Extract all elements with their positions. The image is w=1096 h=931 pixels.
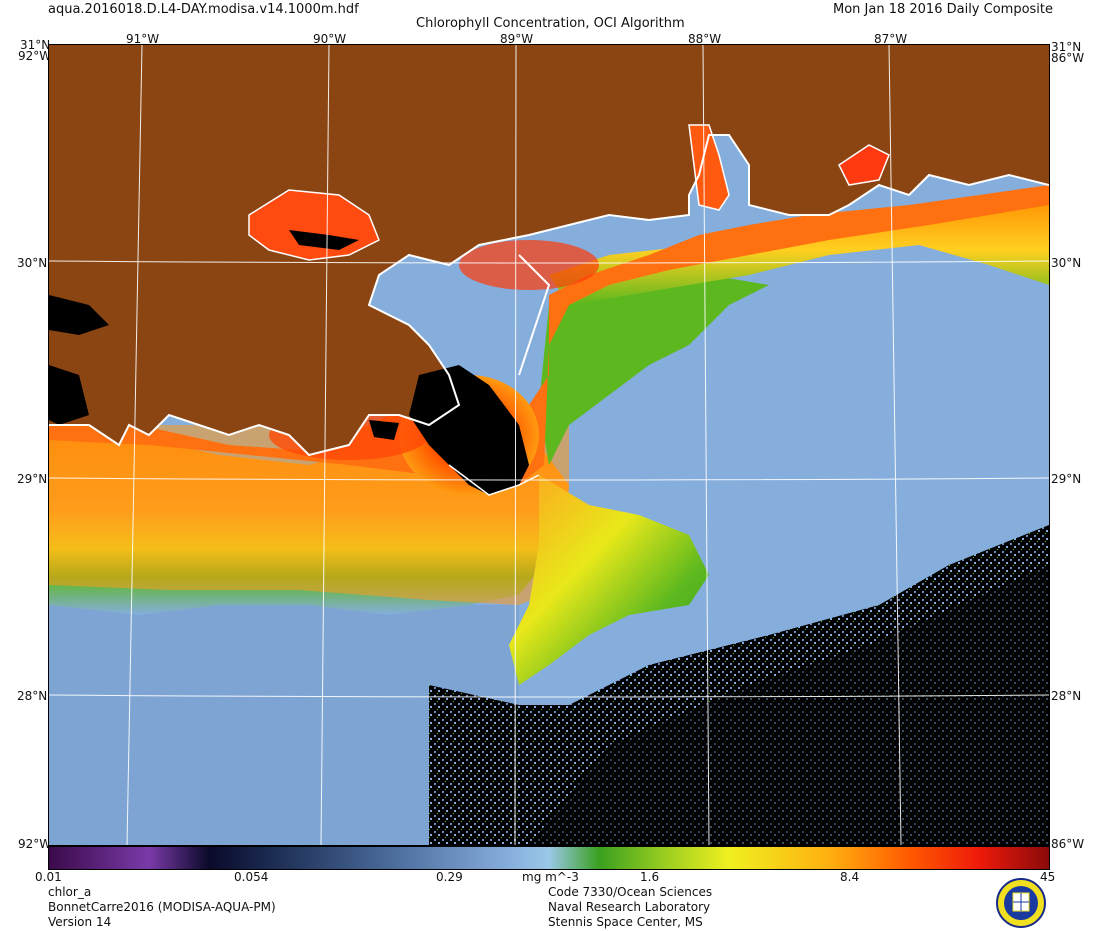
- footer-version: Version 14: [48, 915, 112, 929]
- corner-top-right-lat: 31°N: [1051, 40, 1082, 54]
- file-name: aqua.2016018.D.L4-DAY.modisa.v14.1000m.h…: [48, 2, 359, 17]
- corner-bottom-left-lon: 92°W: [18, 837, 52, 851]
- colorbar: [48, 846, 1050, 870]
- colorbar-tick-0: 0.01: [35, 870, 62, 884]
- colorbar-tick-4: 8.4: [840, 870, 860, 884]
- footer-dataset: BonnetCarre2016 (MODISA-AQUA-PM): [48, 900, 276, 914]
- lon-label-91w: 91°W: [126, 32, 160, 46]
- mobile-bay: [688, 124, 730, 211]
- lon-label-88w: 88°W: [688, 32, 722, 46]
- footer-code: Code 7330/Ocean Sciences: [548, 885, 713, 899]
- lat-label-28n-right: 28°N: [1051, 689, 1082, 703]
- corner-top-left-lat: 31°N: [20, 38, 51, 52]
- lon-label-89w: 89°W: [500, 32, 534, 46]
- nrl-seal-logo: [996, 878, 1046, 928]
- footer-lab: Naval Research Laboratory: [548, 900, 711, 914]
- composite-date: Mon Jan 18 2016 Daily Composite: [833, 2, 1054, 17]
- lat-label-29n-left: 29°N: [17, 472, 48, 486]
- graticule: [49, 45, 1049, 845]
- lon-label-90w: 90°W: [313, 32, 347, 46]
- lat-label-30n-left: 30°N: [17, 256, 48, 270]
- map-canvas: [49, 45, 1049, 845]
- nearshore-high-chlorophyll: [49, 185, 1049, 485]
- colorbar-tick-2: 0.29: [436, 870, 463, 884]
- colorbar-units: mg m^-3: [522, 870, 579, 884]
- corner-top-left-lon: 92°W: [18, 49, 52, 63]
- colorbar-tick-5: 45: [1040, 870, 1056, 884]
- colorbar-tick-3: 1.6: [640, 870, 660, 884]
- plume-east: [509, 475, 709, 685]
- corner-bottom-right-lon: 86°W: [1051, 837, 1085, 851]
- delta-no-data: [409, 365, 529, 495]
- pensacola-bay: [838, 144, 890, 186]
- corner-top-right-lon: 86°W: [1051, 51, 1085, 65]
- lat-label-28n-left: 28°N: [17, 689, 48, 703]
- footer-location: Stennis Space Center, MS: [548, 915, 703, 929]
- coastline: [49, 134, 1049, 457]
- footer-variable: chlor_a: [48, 885, 92, 899]
- chlorophyll-map: [48, 44, 1050, 846]
- colorbar-tick-1: 0.054: [234, 870, 269, 884]
- map-title: Chlorophyll Concentration, OCI Algorithm: [416, 16, 685, 31]
- lat-label-30n-right: 30°N: [1051, 256, 1082, 270]
- lon-label-87w: 87°W: [874, 32, 908, 46]
- land-mass: [49, 45, 1049, 455]
- lat-label-29n-right: 29°N: [1051, 472, 1082, 486]
